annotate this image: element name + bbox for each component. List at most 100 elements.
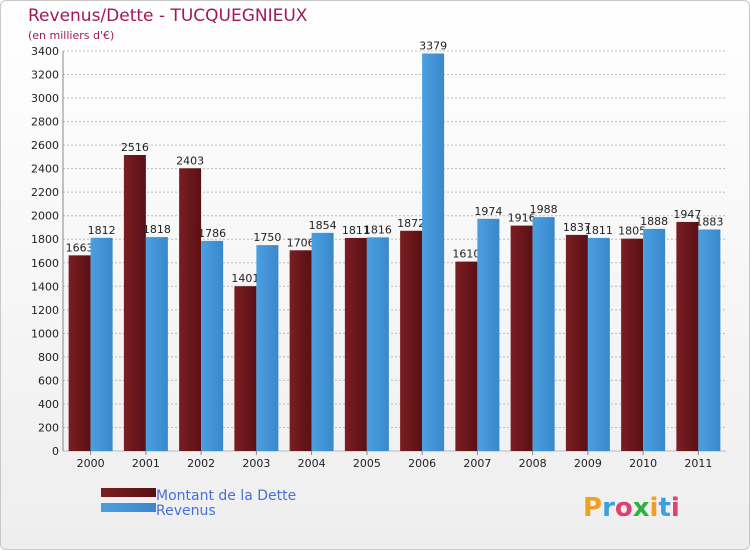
x-tick-label: 2001 [132, 457, 160, 470]
y-tick-label: 1400 [31, 280, 59, 293]
y-axis-ticks: 0 200 400 600 800 1000 1200 1400 1600 1800 2000 220… [31, 45, 59, 458]
value-label: 1988 [530, 203, 558, 216]
value-label: 1805 [618, 225, 646, 238]
y-tick-label: 400 [38, 398, 59, 411]
bar-dette-2008 [510, 225, 533, 451]
value-label: 1854 [309, 219, 337, 232]
logo-letter: r [602, 493, 615, 523]
value-label: 1816 [364, 223, 392, 236]
value-label: 1812 [88, 224, 116, 237]
bar-dette-2011 [676, 221, 699, 451]
legend-swatch-dette [101, 488, 156, 497]
value-label: 1883 [695, 215, 723, 228]
bar-revenus-2010 [643, 228, 666, 451]
bar-dette-2009 [565, 234, 588, 451]
y-tick-label: 1000 [31, 327, 59, 340]
y-tick-label: 3400 [31, 45, 59, 58]
y-tick-label: 800 [38, 351, 59, 364]
y-tick-label: 1800 [31, 233, 59, 246]
y-tick-label: 200 [38, 421, 59, 434]
bar-revenus-2000 [90, 237, 113, 451]
x-axis-ticks: 2000 2001 2002 2003 2004 2005 2006 2007 2008 2009… [77, 451, 712, 470]
bar-revenus-2005 [366, 237, 389, 451]
value-label: 1811 [585, 224, 613, 237]
proxiti-logo: Proxiti [583, 493, 680, 523]
gridlines [62, 50, 726, 452]
x-tick-label: 2009 [574, 457, 602, 470]
value-label: 1663 [66, 241, 94, 254]
logo-letter: x [633, 493, 650, 523]
x-tick-label: 2004 [298, 457, 326, 470]
value-label: 1916 [508, 212, 536, 225]
value-label: 1610 [452, 248, 480, 261]
bar-dette-2001 [123, 155, 146, 451]
legend-label-dette: Montant de la Dette [156, 488, 296, 504]
bar-revenus-2002 [201, 240, 224, 451]
y-tick-label: 1600 [31, 257, 59, 270]
logo-letter: o [615, 493, 633, 523]
value-label: 1888 [640, 215, 668, 228]
value-label: 1750 [253, 231, 281, 244]
x-tick-label: 2010 [629, 457, 657, 470]
chart-subtitle: (en milliers d'€) [28, 29, 114, 42]
value-label: 1974 [474, 205, 502, 218]
y-tick-label: 1200 [31, 304, 59, 317]
y-tick-label: 2800 [31, 116, 59, 129]
bar-revenus-2004 [311, 232, 334, 451]
bar-revenus-2011 [698, 229, 721, 451]
logo-letter: t [658, 493, 670, 523]
y-tick-label: 2400 [31, 163, 59, 176]
y-tick-label: 3000 [31, 92, 59, 105]
y-tick-label: 2200 [31, 186, 59, 199]
x-tick-label: 2003 [242, 457, 270, 470]
bar-dette-2006 [400, 230, 423, 451]
legend-swatch-revenus [101, 503, 156, 512]
x-tick-label: 2005 [353, 457, 381, 470]
bar-revenus-2007 [477, 218, 500, 451]
legend-label-revenus: Revenus [156, 503, 216, 519]
y-tick-label: 2600 [31, 139, 59, 152]
bar-dette-2010 [621, 238, 644, 451]
x-tick-label: 2002 [187, 457, 215, 470]
bar-revenus-2006 [422, 53, 445, 452]
value-label: 1872 [397, 217, 425, 230]
bar-dette-2007 [455, 261, 478, 451]
x-tick-label: 2000 [77, 457, 105, 470]
x-tick-label: 2011 [684, 457, 712, 470]
bars: 1663 1812 2516 1818 2403 1786 1401 1750 1706 1854… [66, 39, 723, 452]
logo-letter: i [671, 493, 680, 523]
value-label: 2403 [176, 154, 204, 167]
value-label: 2516 [121, 141, 149, 154]
logo-letter: i [650, 493, 659, 523]
bar-dette-2004 [289, 250, 312, 451]
chart-title: Revenus/Dette - TUCQUEGNIEUX [28, 6, 308, 26]
value-label: 1811 [342, 224, 370, 237]
bar-revenus-2001 [145, 237, 168, 451]
y-tick-label: 3200 [31, 69, 59, 82]
bar-dette-2000 [68, 255, 91, 451]
bar-revenus-2003 [256, 245, 279, 451]
bar-dette-2002 [179, 168, 202, 451]
x-tick-label: 2006 [408, 457, 436, 470]
value-label: 1837 [563, 221, 591, 234]
bar-revenus-2008 [532, 217, 555, 451]
y-tick-label: 2000 [31, 210, 59, 223]
value-label: 3379 [419, 39, 447, 52]
value-label: 1706 [287, 236, 315, 249]
y-tick-label: 0 [52, 445, 59, 458]
y-tick-label: 600 [38, 374, 59, 387]
value-label: 1786 [198, 227, 226, 240]
x-tick-label: 2007 [463, 457, 491, 470]
bar-revenus-2009 [587, 237, 610, 451]
bar-dette-2003 [234, 286, 257, 451]
value-label: 1947 [673, 208, 701, 221]
legend: Montant de la Dette Revenus [101, 488, 296, 519]
x-tick-label: 2008 [519, 457, 547, 470]
value-label: 1401 [231, 272, 259, 285]
bar-dette-2005 [344, 237, 367, 451]
logo-text: Proxiti [583, 493, 680, 523]
value-label: 1818 [143, 223, 171, 236]
logo-letter: P [583, 493, 602, 523]
